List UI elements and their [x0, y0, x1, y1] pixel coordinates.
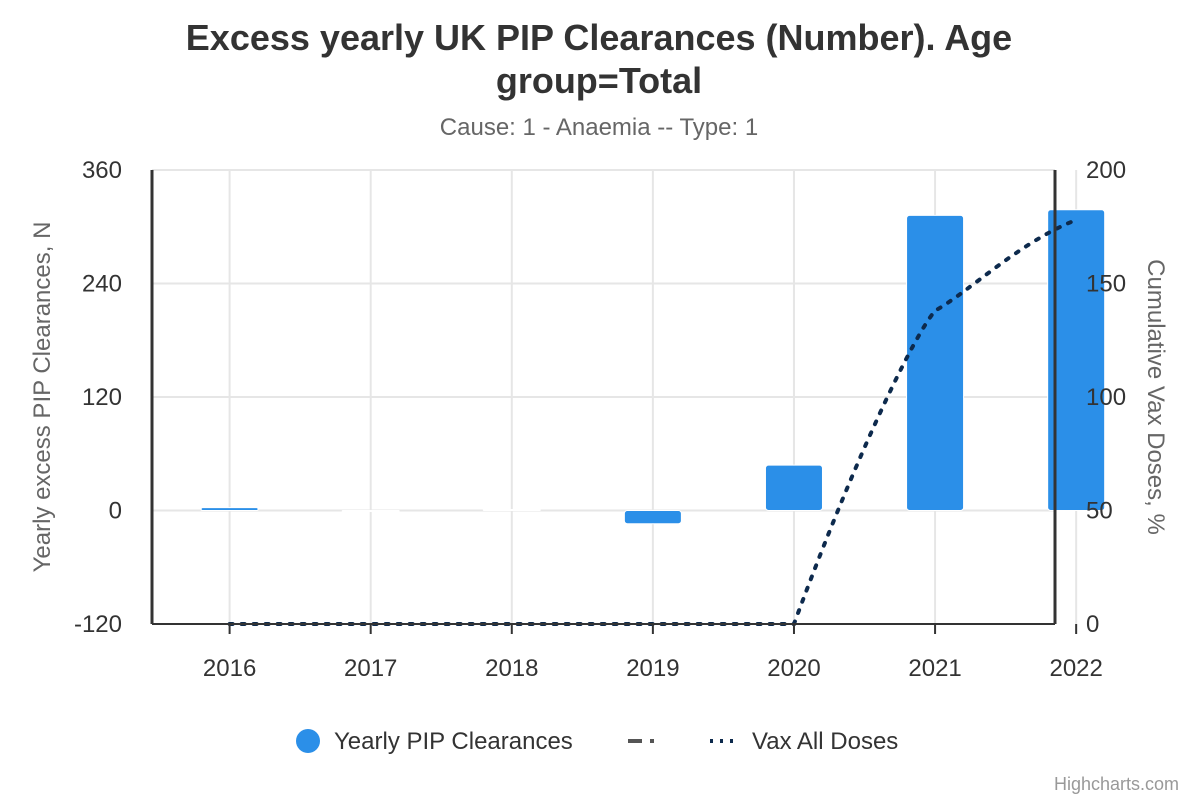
- bar-2019[interactable]: [623, 510, 682, 525]
- tick-labels: -120 0 0 50 120 100 240 150 360 200 2016 2017 2018 20…: [74, 157, 1126, 682]
- chart-title-line-1: Excess yearly UK PIP Clearances (Number)…: [186, 17, 1012, 58]
- chart-title-line-2: group=Total: [496, 60, 702, 101]
- x-tick-label: 2019: [626, 655, 679, 682]
- legend: Yearly PIP Clearances Vax All Doses: [296, 728, 898, 755]
- x-tick-label: 2021: [908, 655, 961, 682]
- circle-marker-icon: [296, 729, 320, 753]
- vax-line-series[interactable]: [227, 217, 1079, 626]
- y-left-tick-label: 240: [82, 271, 122, 298]
- legend-item-vax[interactable]: Vax All Doses: [710, 728, 898, 755]
- y-right-tick-label: 200: [1086, 157, 1126, 184]
- legend-label-vax: Vax All Doses: [752, 728, 898, 755]
- y-right-tick-label: 100: [1086, 384, 1126, 411]
- bar-2021[interactable]: [906, 214, 965, 511]
- credits-link[interactable]: Highcharts.com: [1054, 774, 1179, 794]
- x-tick-label: 2018: [485, 655, 538, 682]
- x-tick-label: 2022: [1049, 655, 1102, 682]
- y-axis-right-title: Cumulative Vax Doses, %: [1142, 259, 1169, 535]
- x-tick-label: 2016: [203, 655, 256, 682]
- bar-2018[interactable]: [482, 509, 541, 512]
- bar-series[interactable]: [200, 209, 1106, 525]
- y-right-tick-label: 150: [1086, 271, 1126, 298]
- axes: [150, 170, 1078, 634]
- x-tick-label: 2020: [767, 655, 820, 682]
- legend-item-bars[interactable]: Yearly PIP Clearances: [296, 728, 573, 755]
- y-left-tick-label: -120: [74, 611, 122, 638]
- y-left-tick-label: 360: [82, 157, 122, 184]
- bar-2016[interactable]: [200, 507, 259, 512]
- legend-label-bars: Yearly PIP Clearances: [334, 728, 573, 755]
- y-left-tick-label: 0: [109, 498, 122, 525]
- x-tick-label: 2017: [344, 655, 397, 682]
- y-right-tick-label: 0: [1086, 611, 1099, 638]
- bar-2020[interactable]: [764, 464, 823, 512]
- chart-subtitle: Cause: 1 - Anaemia -- Type: 1: [440, 114, 758, 141]
- bar-2017[interactable]: [341, 510, 400, 512]
- y-axis-left-title: Yearly excess PIP Clearances, N: [29, 222, 56, 573]
- bar-2022[interactable]: [1047, 209, 1106, 511]
- vax-line-path[interactable]: [227, 217, 1079, 626]
- y-right-tick-label: 50: [1086, 498, 1113, 525]
- y-left-tick-label: 120: [82, 384, 122, 411]
